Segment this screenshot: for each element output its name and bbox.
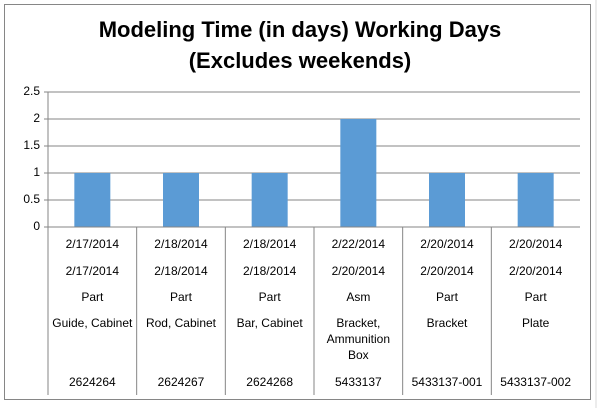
y-tick-label: 0.5 <box>23 192 40 206</box>
x-tick-label: Part <box>258 290 281 304</box>
bar <box>163 173 199 227</box>
category-cell: 2/17/2014 <box>65 236 120 251</box>
x-tick-label: Part <box>169 290 192 304</box>
category-cell: Bracket, Ammunition Box <box>326 316 390 362</box>
category-cell: 5433137-002 <box>500 374 572 389</box>
category-cell: 2/18/2014 <box>154 236 208 251</box>
category-cell: 2/22/2014 <box>331 236 386 251</box>
category-cell: 5433137 <box>334 374 382 389</box>
bar <box>517 173 554 227</box>
x-tick-label: Plate <box>521 316 550 330</box>
bar <box>74 173 111 227</box>
x-tick-label: 2/22/2014 <box>331 236 386 251</box>
x-tick-label: 2/17/2014 <box>65 236 120 251</box>
x-tick-label: 2/17/2014 <box>65 263 120 278</box>
category-cell: 2/20/2014 <box>508 236 563 251</box>
x-tick-label: 2624267 <box>157 374 205 389</box>
x-tick-label: 5433137-002 <box>500 374 572 389</box>
category-cell: 2624267 <box>157 374 205 389</box>
x-tick-label: 2624264 <box>68 374 116 389</box>
x-tick-label: 2624268 <box>246 374 294 389</box>
x-tick-label: 5433137 <box>334 374 382 389</box>
x-tick-label: 2/20/2014 <box>331 263 386 278</box>
category-cell: 2/20/2014 <box>420 263 474 278</box>
y-tick-label: 0 <box>33 219 40 233</box>
category-cell: 2/20/2014 <box>420 236 474 251</box>
category-cell: Part <box>258 290 281 304</box>
x-tick-label: 2/18/2014 <box>154 236 208 251</box>
x-tick-label: 2/20/2014 <box>420 236 474 251</box>
y-tick-label: 1 <box>33 165 40 179</box>
x-tick-label: Part <box>81 290 104 304</box>
x-tick-label: Guide, Cabinet <box>52 316 133 330</box>
category-cell: Part <box>524 290 547 304</box>
category-cell: Asm <box>346 290 371 304</box>
category-cell: Rod, Cabinet <box>145 316 216 330</box>
category-cell: 2/20/2014 <box>331 263 386 278</box>
y-tick-label: 2.5 <box>23 84 40 98</box>
x-tick-label: Part <box>435 290 458 304</box>
x-tick-label: Bar, Cabinet <box>236 316 303 330</box>
bar <box>340 119 377 227</box>
y-tick-label: 1.5 <box>23 138 40 152</box>
category-cell: Part <box>435 290 458 304</box>
x-tick-label: 2/20/2014 <box>420 263 474 278</box>
category-cell: Bracket <box>426 316 468 330</box>
category-cell: 2624264 <box>68 374 116 389</box>
category-cell: 2/20/2014 <box>508 263 563 278</box>
x-tick-label: Rod, Cabinet <box>145 316 216 330</box>
category-cell: Guide, Cabinet <box>52 316 133 330</box>
chart-title: Modeling Time (in days) Working Days (Ex… <box>98 17 502 73</box>
category-cell: 2/18/2014 <box>154 263 208 278</box>
x-tick-label: 2/20/2014 <box>508 263 563 278</box>
title-box: Modeling Time (in days) Working Days (Ex… <box>98 17 502 73</box>
x-tick-label: 2/20/2014 <box>508 236 563 251</box>
x-tick-label: Part <box>524 290 547 304</box>
x-tick-label: Asm <box>346 290 371 304</box>
category-cell: Plate <box>521 316 550 330</box>
x-tick-label: 2/18/2014 <box>242 236 297 251</box>
category-cell: Part <box>169 290 192 304</box>
category-cell: 2624268 <box>246 374 294 389</box>
category-cell: Part <box>81 290 104 304</box>
category-cell: 2/18/2014 <box>242 263 297 278</box>
category-cell: Bar, Cabinet <box>236 316 303 330</box>
x-tick-label: 5433137-001 <box>411 374 483 389</box>
x-tick-label: Bracket, Ammunition Box <box>326 316 390 362</box>
x-tick-label: 2/18/2014 <box>242 263 297 278</box>
x-tick-label: Bracket <box>426 316 468 330</box>
x-tick-label: 2/18/2014 <box>154 263 208 278</box>
category-cell: 2/17/2014 <box>65 263 120 278</box>
bar <box>251 173 288 227</box>
category-cell: 2/18/2014 <box>242 236 297 251</box>
category-cell: 5433137-001 <box>411 374 483 389</box>
bar <box>429 173 465 227</box>
y-tick-label: 2 <box>33 111 40 125</box>
